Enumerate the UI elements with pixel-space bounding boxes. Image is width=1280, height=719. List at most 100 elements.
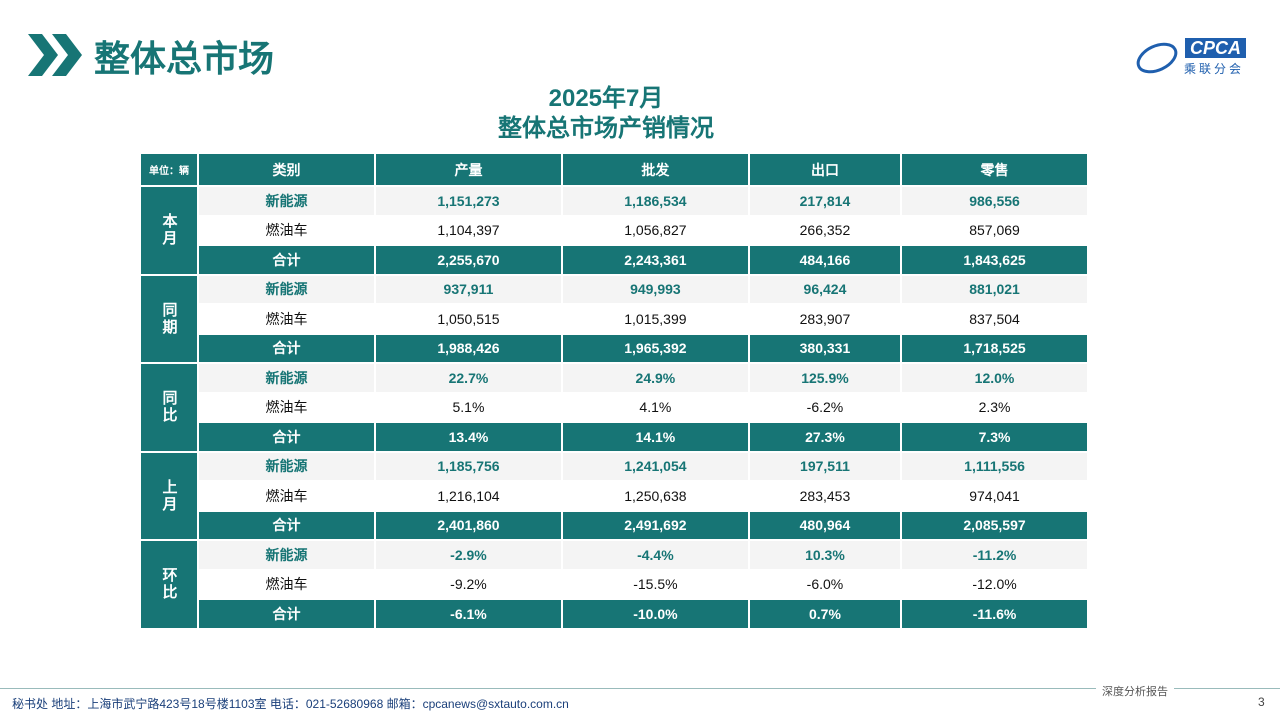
cell-value: 5.1% (376, 393, 561, 421)
footer-tag: 深度分析报告 (1096, 683, 1174, 699)
cell-value: -12.0% (902, 570, 1087, 598)
cell-value: 986,556 (902, 187, 1087, 215)
cell-value: 1,015,399 (562, 305, 748, 333)
table-row: 本月 新能源 1,151,273 1,186,534 217,814 986,556 (141, 187, 1087, 274)
cell-value: 27.3% (749, 423, 901, 451)
cell-value: -11.6% (902, 600, 1087, 628)
cell-value: 1,216,104 (376, 482, 561, 510)
group-label: 环比 (141, 541, 197, 628)
table-row: 燃油车 1,216,104 1,250,638 283,453 974,041 (141, 482, 1087, 510)
row-category: 燃油车 (199, 393, 374, 421)
row-category: 合计 (199, 423, 374, 451)
row-category: 新能源 (199, 364, 374, 392)
table-row: 环比 新能源 -2.9% -4.4% 10.3% -11.2% (141, 541, 1087, 628)
logo-subtext: 乘联分会 (1184, 62, 1245, 76)
table-subtitle: 整体总市场产销情况 (498, 115, 714, 142)
cell-value: 2,243,361 (562, 246, 748, 274)
cell-value: 937,911 (376, 275, 561, 303)
cell-value: 12.0% (902, 364, 1087, 392)
cell-value: -6.0% (749, 570, 901, 598)
cell-value: 14.1% (562, 423, 748, 451)
table-title: 2025年7月 (548, 85, 664, 112)
cell-value: 1,241,054 (562, 452, 748, 480)
table-row: 同期 新能源 937,911 949,993 96,424 881,021 (141, 275, 1087, 362)
cell-value: 2,085,597 (902, 511, 1087, 539)
group-label: 同比 (141, 364, 197, 451)
cell-value: 2.3% (902, 393, 1087, 421)
cell-value: 2,491,692 (562, 511, 748, 539)
table-row: 燃油车 1,050,515 1,015,399 283,907 837,504 (141, 305, 1087, 333)
row-category: 燃油车 (199, 482, 374, 510)
row-category: 合计 (199, 334, 374, 362)
group-label: 同期 (141, 275, 197, 362)
cell-value: -4.4% (562, 541, 748, 569)
table-row: 燃油车 -9.2% -15.5% -6.0% -12.0% (141, 570, 1087, 598)
row-category: 合计 (199, 511, 374, 539)
cell-value: 7.3% (902, 423, 1087, 451)
cell-value: 283,453 (749, 482, 901, 510)
table-row: 合计 -6.1% -10.0% 0.7% -11.6% (141, 600, 1087, 628)
row-category: 新能源 (199, 541, 374, 569)
table-row: 合计 2,401,860 2,491,692 480,964 2,085,597 (141, 511, 1087, 539)
sales-table: 单位：辆 类别 产量 批发 出口 零售 本月 新能源 1,151,273 1,186,534 2… (139, 152, 1089, 630)
header-row: 单位：辆 类别 产量 批发 出口 零售 (141, 154, 1087, 185)
table-row: 燃油车 5.1% 4.1% -6.2% 2.3% (141, 393, 1087, 421)
row-category: 新能源 (199, 187, 374, 215)
page-number: 3 (1258, 695, 1265, 709)
cell-value: 10.3% (749, 541, 901, 569)
cell-value: 1,104,397 (376, 216, 561, 244)
table-row: 合计 13.4% 14.1% 27.3% 7.3% (141, 423, 1087, 451)
chevron-icon (28, 34, 82, 76)
cell-value: 380,331 (749, 334, 901, 362)
cell-value: 13.4% (376, 423, 561, 451)
cell-value: 197,511 (749, 452, 901, 480)
cell-value: -9.2% (376, 570, 561, 598)
unit-label: 单位：辆 (141, 154, 197, 185)
cell-value: 949,993 (562, 275, 748, 303)
page-title: 整体总市场 (94, 38, 275, 79)
table-row: 燃油车 1,104,397 1,056,827 266,352 857,069 (141, 216, 1087, 244)
cell-value: 22.7% (376, 364, 561, 392)
cell-value: 1,111,556 (902, 452, 1087, 480)
row-category: 合计 (199, 600, 374, 628)
cell-value: -6.2% (749, 393, 901, 421)
row-category: 新能源 (199, 452, 374, 480)
cell-value: 1,186,534 (562, 187, 748, 215)
column-header: 产量 (376, 154, 561, 185)
cell-value: 1,250,638 (562, 482, 748, 510)
cell-value: -15.5% (562, 570, 748, 598)
cell-value: 857,069 (902, 216, 1087, 244)
column-header: 类别 (199, 154, 374, 185)
column-header: 零售 (902, 154, 1087, 185)
cell-value: -11.2% (902, 541, 1087, 569)
cell-value: 283,907 (749, 305, 901, 333)
row-category: 合计 (199, 246, 374, 274)
table-row: 上月 新能源 1,185,756 1,241,054 197,511 1,111,556 (141, 452, 1087, 539)
cell-value: 2,255,670 (376, 246, 561, 274)
cell-value: 24.9% (562, 364, 748, 392)
table-row: 合计 2,255,670 2,243,361 484,166 1,843,625 (141, 246, 1087, 274)
cell-value: 1,843,625 (902, 246, 1087, 274)
cell-value: 2,401,860 (376, 511, 561, 539)
row-category: 燃油车 (199, 216, 374, 244)
cell-value: 484,166 (749, 246, 901, 274)
footer-contact: 秘书处 地址：上海市武宁路423号18号楼1103室 电话：021-526809… (12, 697, 569, 711)
row-category: 燃油车 (199, 305, 374, 333)
group-label: 上月 (141, 452, 197, 539)
cell-value: 1,965,392 (562, 334, 748, 362)
cell-value: 1,988,426 (376, 334, 561, 362)
cell-value: 480,964 (749, 511, 901, 539)
cell-value: 1,185,756 (376, 452, 561, 480)
table-body: 本月 新能源 1,151,273 1,186,534 217,814 986,556 燃油车… (141, 187, 1087, 628)
cell-value: 4.1% (562, 393, 748, 421)
cell-value: 837,504 (902, 305, 1087, 333)
logo-icon (1136, 42, 1178, 74)
cell-value: 1,056,827 (562, 216, 748, 244)
cell-value: 217,814 (749, 187, 901, 215)
cell-value: 96,424 (749, 275, 901, 303)
logo-text: CPCA (1185, 38, 1247, 58)
cell-value: -2.9% (376, 541, 561, 569)
row-category: 新能源 (199, 275, 374, 303)
cell-value: 974,041 (902, 482, 1087, 510)
